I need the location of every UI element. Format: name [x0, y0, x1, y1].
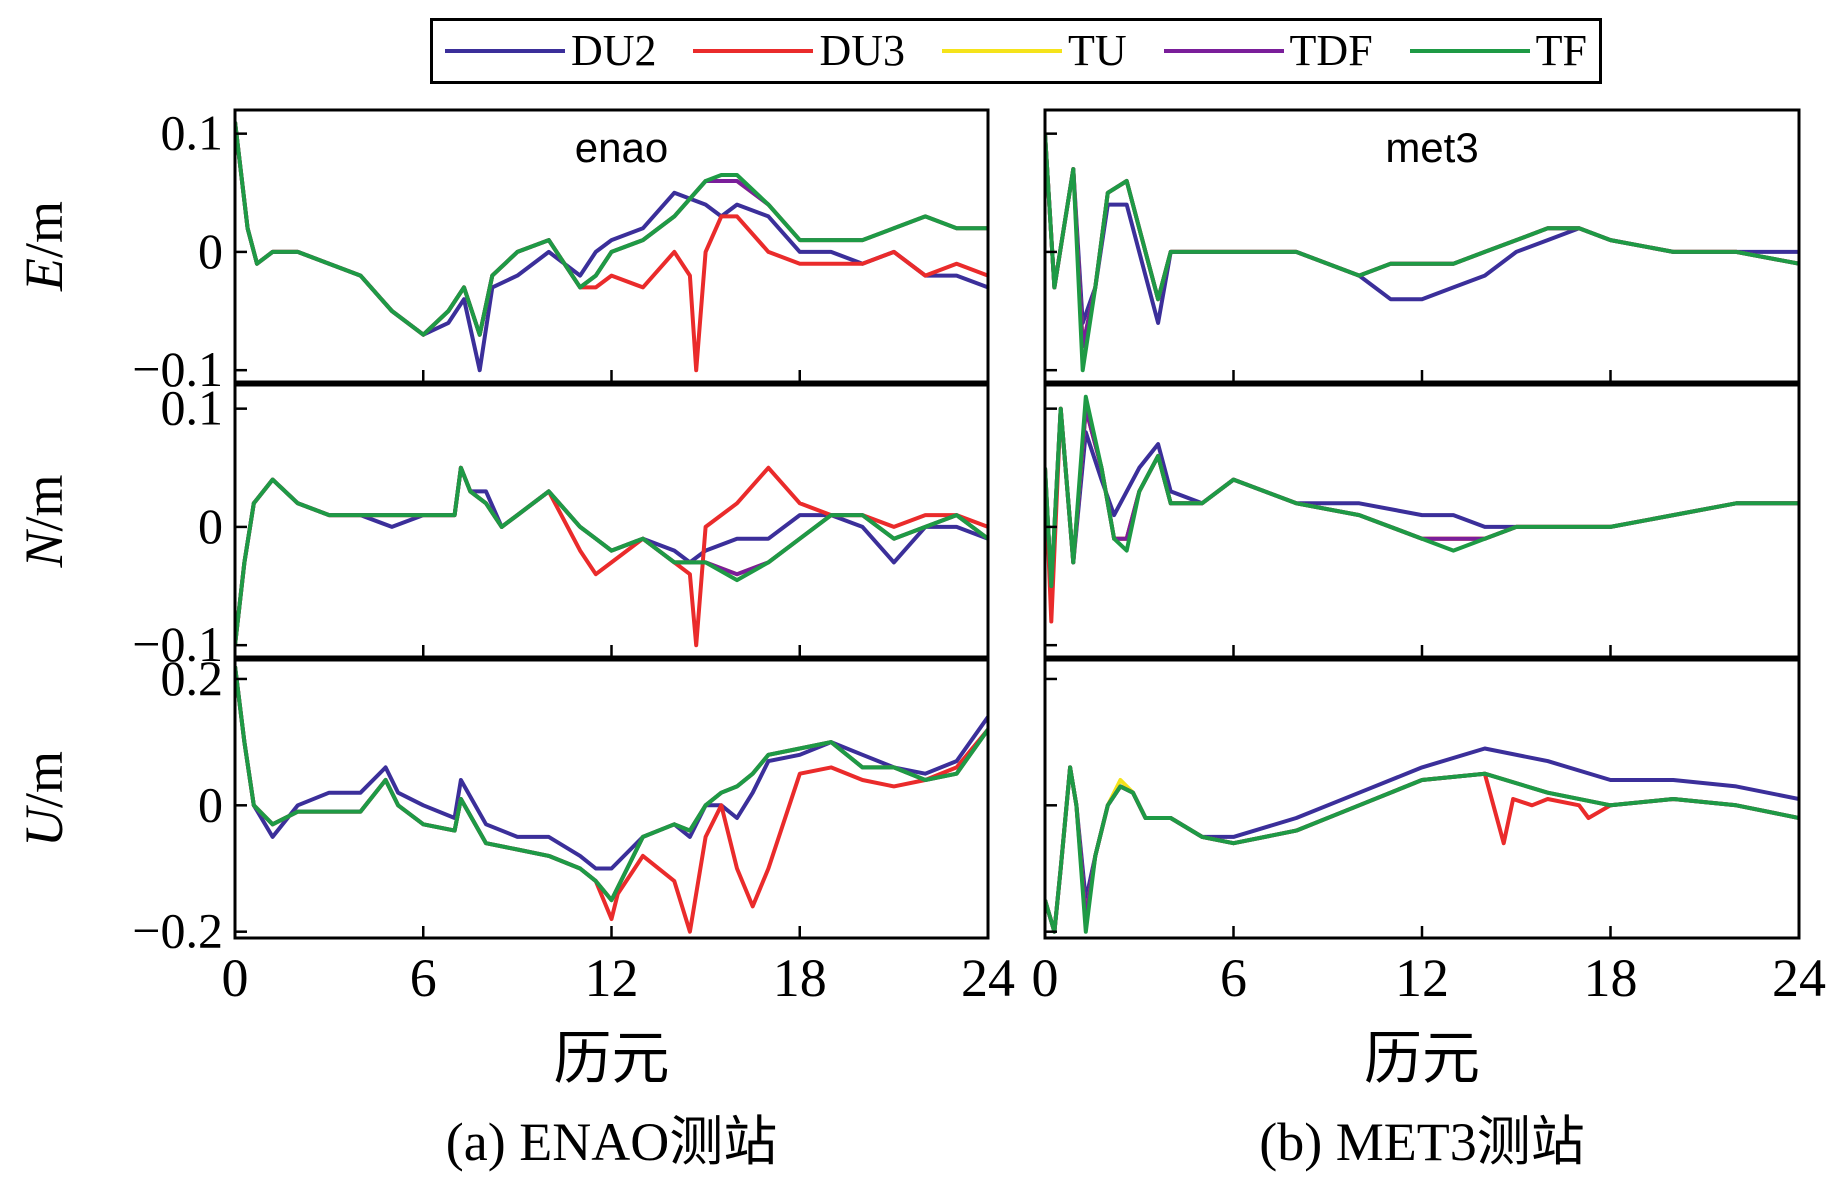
panel-b-station-label: met3 [1385, 124, 1478, 171]
panel-a-e-line-tf [235, 121, 988, 337]
legend-swatch-du3 [693, 49, 814, 53]
panel-a-u-line-du3 [235, 666, 988, 934]
panel-b-u-line-tdf [1045, 765, 1799, 934]
panel-a-e-ytick-label-2: −0.1 [132, 341, 223, 397]
panel-b-u-line-tu [1045, 765, 1799, 934]
panel-a-u-ytick-label-2: −0.2 [132, 903, 223, 959]
legend: DU2 DU3 TU TDF TF [430, 18, 1602, 84]
panel-b-xtick-label-0: 0 [1032, 948, 1059, 1008]
panel-a-e-ylabel: E/m [14, 201, 74, 292]
panel-a-e-ytick-label-1: 0 [198, 223, 223, 279]
legend-swatch-du2 [445, 49, 565, 53]
legend-label-du3: DU3 [819, 26, 906, 75]
panel-a-e-ytick-label-0: 0.1 [161, 105, 224, 161]
panel-a-xtick-label-0: 0 [222, 948, 249, 1008]
panel-a-n-line-tu [235, 465, 988, 646]
panel-a-n-ytick-label-0: 0.1 [161, 380, 224, 436]
panel-a-xtick-label-18: 18 [773, 948, 827, 1008]
panel-a-u-ylabel-var: U [14, 805, 74, 847]
panel-b-n-line-tu [1045, 406, 1799, 588]
legend-entry-du3: DU3 [693, 29, 905, 73]
panel-a-xtick-label-12: 12 [585, 948, 639, 1008]
panel-a-n-ytick-label-2: −0.1 [132, 616, 223, 672]
panel-a-u-ytick-label-0: 0.2 [161, 650, 224, 706]
panel-b-xtick-label-24: 24 [1772, 948, 1826, 1008]
legend-swatch-tdf [1163, 49, 1284, 53]
panel-b-u-line-du3 [1045, 765, 1799, 934]
panel-b-xtick-label-18: 18 [1584, 948, 1638, 1008]
panel-b-u-series-group [1045, 746, 1799, 934]
legend-label-tu: TU [1067, 26, 1127, 75]
panel-a-u-ytick-label-1: 0 [198, 776, 223, 832]
panel-a-station-label: enao [575, 124, 668, 171]
panel-b-n-line-du2 [1045, 406, 1799, 588]
panel-b-xlabel: 历元 [1364, 1026, 1480, 1091]
panel-a-caption: (a) ENAO测站 [446, 1112, 777, 1172]
panel-b-u-line-du2 [1045, 746, 1799, 934]
panel-b-xtick-label-12: 12 [1395, 948, 1449, 1008]
panel-a-n-ylabel-unit: /m [14, 474, 74, 531]
panel-a-xtick-label-6: 6 [410, 948, 437, 1008]
legend-label-tf: TF [1535, 26, 1587, 75]
panel-b-e-series-group [1045, 133, 1799, 373]
panel-a-e-ylabel-var: E [14, 258, 74, 292]
panel-b-n-frame [1043, 383, 1801, 659]
panel-a-u-line-du2 [235, 666, 988, 871]
legend-entry-du2: DU2 [445, 29, 657, 73]
panel-a-n-ylabel: N/m [14, 474, 74, 568]
panel-a-u-series-group [235, 666, 988, 934]
legend-entry-tu: TU [941, 26, 1127, 75]
panel-a-n-ylabel-var: N [14, 529, 74, 569]
legend-entry-tf: TF [1409, 26, 1587, 75]
panel-b-n-line-tf [1045, 394, 1799, 588]
panel-a-xtick-label-24: 24 [961, 948, 1015, 1008]
panel-b-n-line-tdf [1045, 406, 1799, 588]
panel-b-caption: (b) MET3测站 [1259, 1112, 1584, 1172]
panel-a-n-line-du2 [235, 465, 988, 646]
panel-b-u-line-tf [1045, 765, 1799, 934]
panel-a-u-line-tf [235, 666, 988, 903]
panel-a-n-line-tf [235, 465, 988, 646]
legend-swatch-tu [941, 49, 1062, 53]
panel-a-u-ylabel: U/m [14, 751, 74, 847]
panel-a-n-ytick-label-1: 0 [198, 498, 223, 554]
legend-entry-tdf: TDF [1163, 26, 1373, 75]
legend-swatch-tf [1409, 49, 1530, 53]
panel-b-e-line-tf [1045, 133, 1799, 373]
panel-a-n-series-group [235, 465, 988, 648]
panel-b-n-series-group [1045, 394, 1799, 624]
panel-b-xtick-label-6: 6 [1220, 948, 1247, 1008]
panel-a-u-ylabel-unit: /m [14, 751, 74, 808]
legend-label-du2: DU2 [571, 26, 657, 75]
panel-a-n-line-du3 [235, 465, 988, 648]
legend-label-tdf: TDF [1289, 26, 1373, 75]
panel-a-e-series-group [235, 121, 988, 373]
panel-a-xlabel: 历元 [553, 1026, 669, 1091]
panel-a-e-ylabel-unit: /m [14, 201, 74, 258]
panel-a-n-line-tdf [235, 465, 988, 646]
